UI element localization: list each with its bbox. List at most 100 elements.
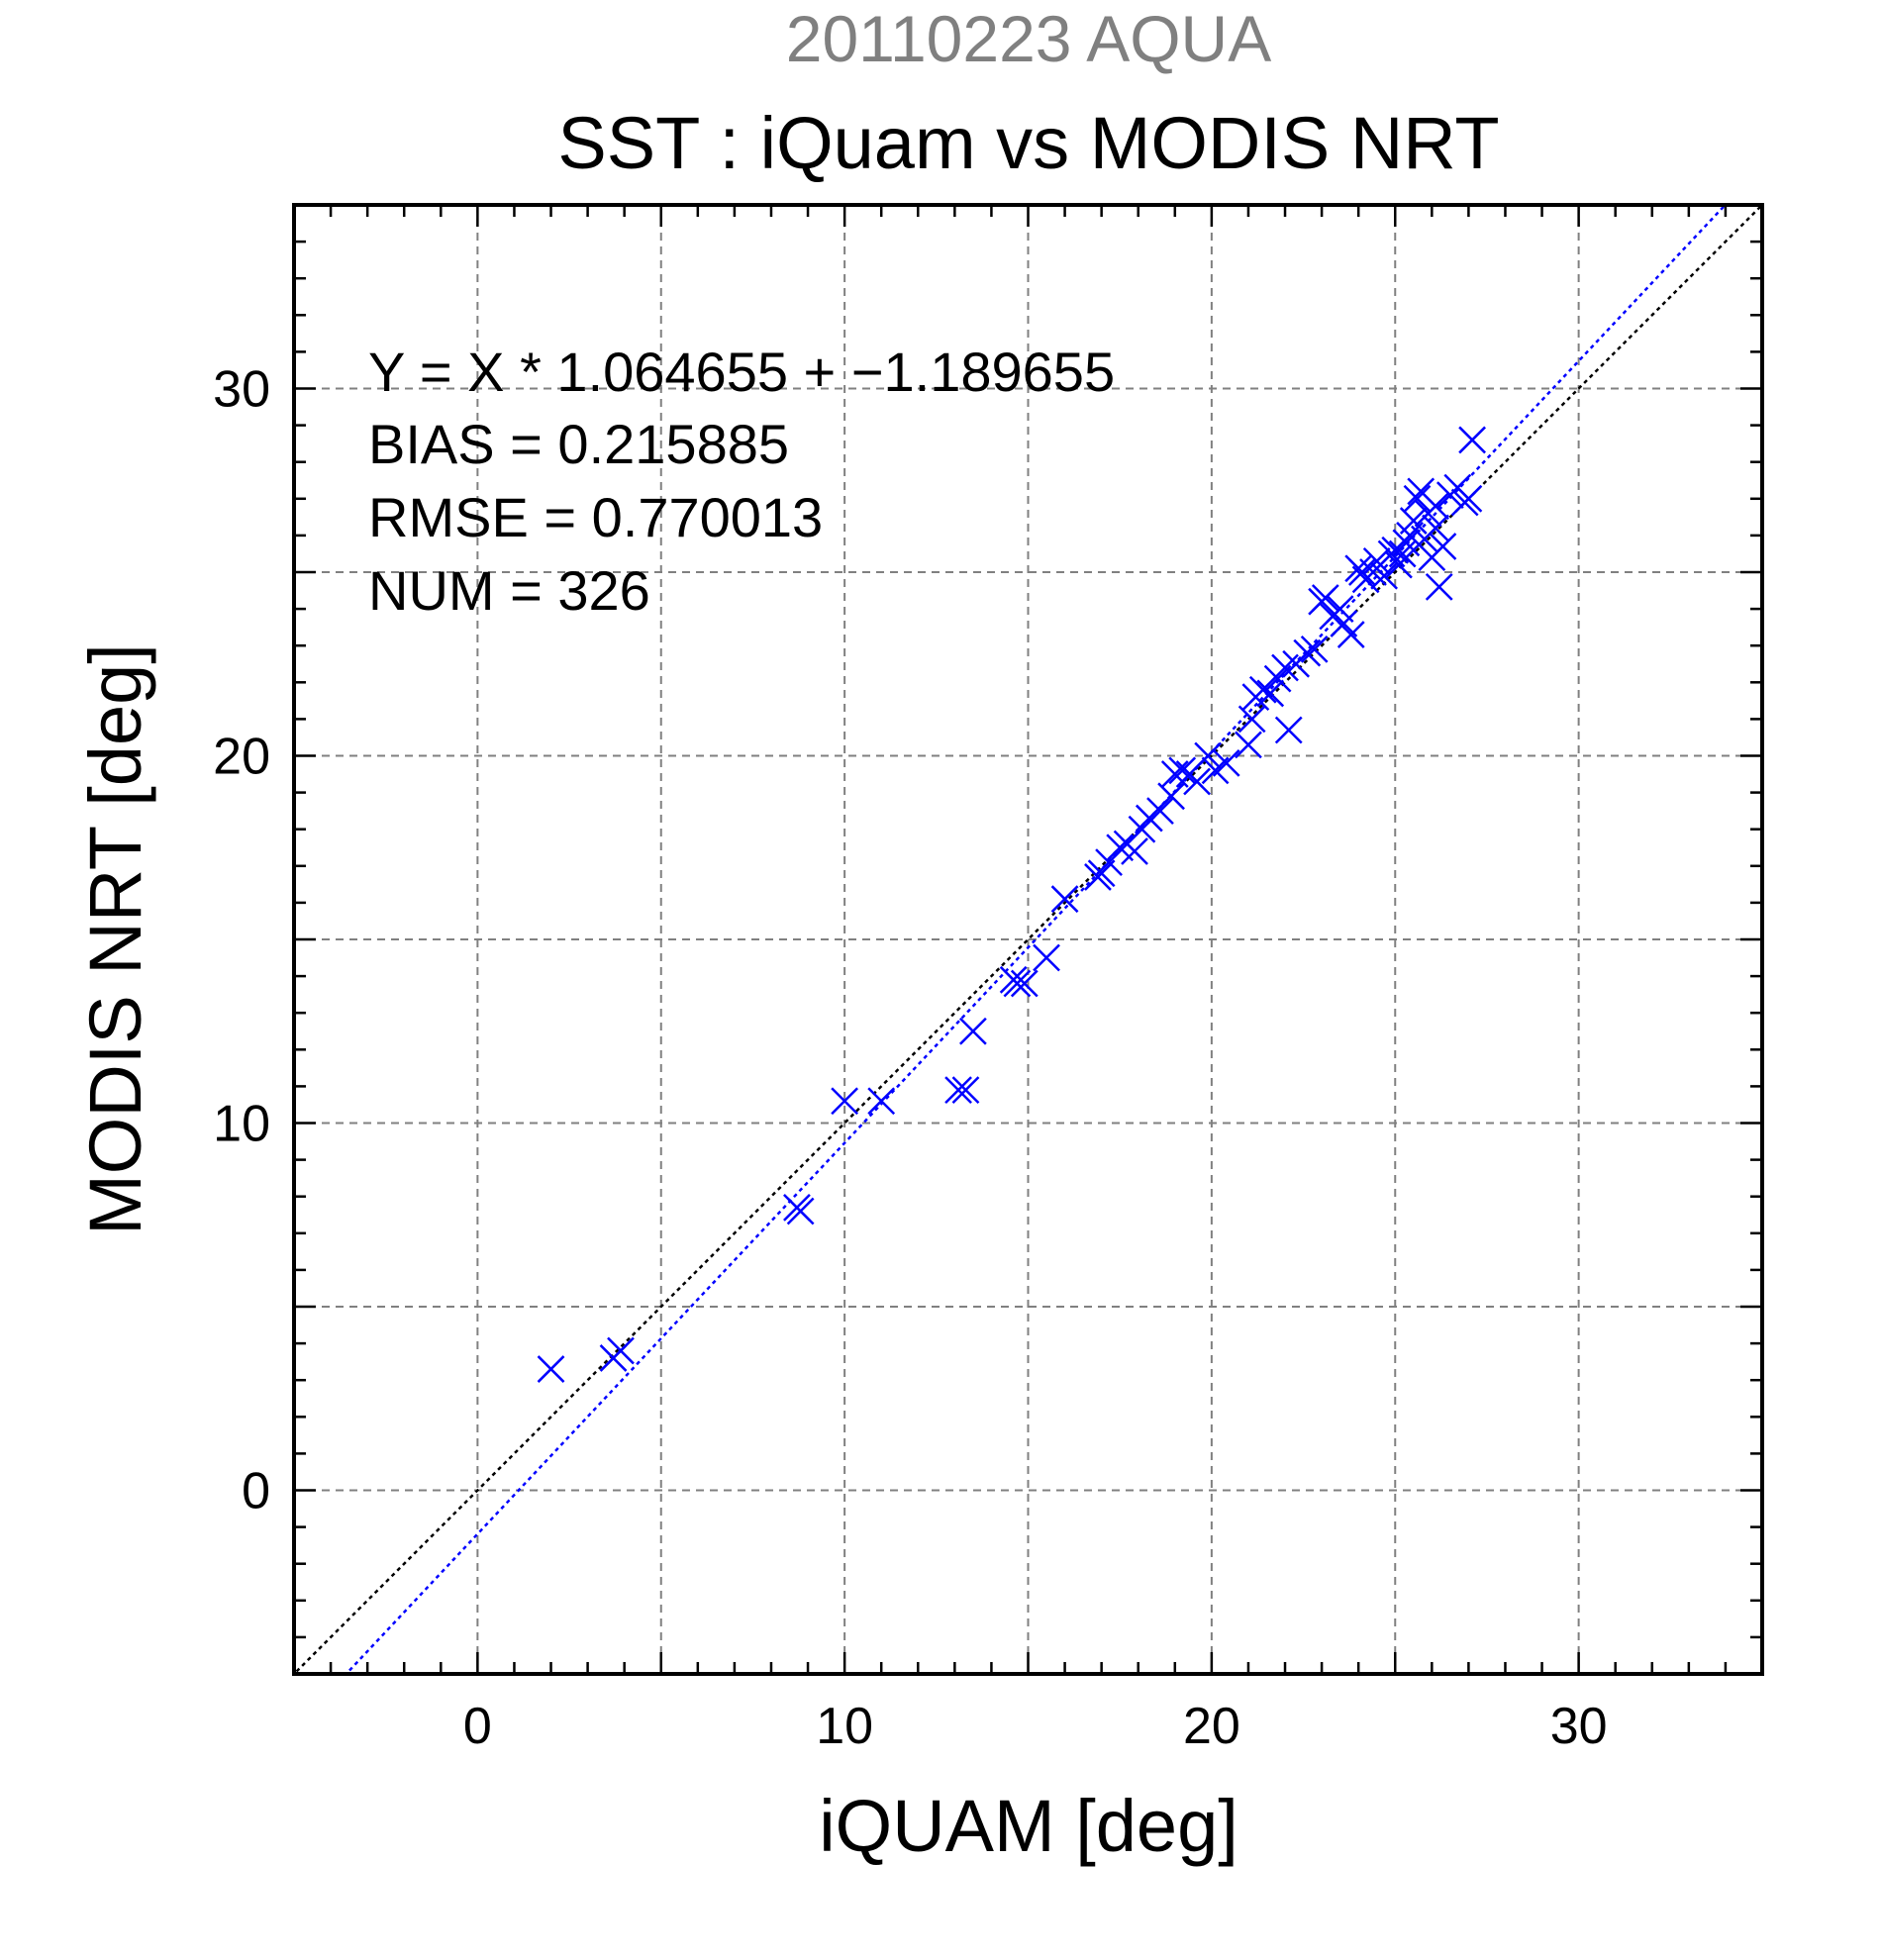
marker-stroke	[1003, 969, 1032, 998]
marker-stroke	[1300, 636, 1329, 663]
marker-stroke	[1235, 731, 1262, 759]
data-point	[959, 1017, 987, 1045]
marker-stroke	[1050, 885, 1079, 914]
marker-stroke	[944, 1076, 972, 1104]
marker-stroke	[1399, 507, 1428, 535]
x-tick-label: 0	[463, 1698, 492, 1755]
marker-stroke	[1388, 539, 1417, 568]
marker-stroke	[1293, 638, 1322, 667]
x-tick-label: 20	[1183, 1698, 1240, 1755]
marker-stroke	[1256, 679, 1285, 708]
data-point	[1429, 533, 1457, 560]
chart-subtitle: SST : iQuam vs MODIS NRT	[557, 102, 1499, 184]
data-point	[1248, 675, 1277, 704]
data-point	[1422, 514, 1449, 542]
data-point	[537, 1355, 565, 1383]
marker-stroke	[1422, 514, 1449, 542]
marker-stroke	[1407, 477, 1436, 506]
marker-stroke	[1146, 797, 1174, 826]
data-point	[1235, 731, 1262, 759]
marker-stroke	[1385, 550, 1413, 579]
marker-stroke	[1422, 492, 1449, 521]
marker-stroke	[1403, 484, 1432, 513]
data-point	[831, 1087, 859, 1116]
marker-stroke	[1347, 558, 1376, 586]
chart-title: 20110223 AQUA	[786, 2, 1272, 75]
stats-fit-equation: Y = X * 1.064655 + −1.189655	[368, 341, 1115, 403]
marker-stroke	[1248, 675, 1277, 704]
data-point	[1033, 943, 1060, 972]
x-axis-label: iQUAM [deg]	[819, 1785, 1238, 1867]
grid-lines	[294, 205, 1762, 1674]
marker-stroke	[1336, 621, 1365, 648]
data-point	[1336, 621, 1365, 648]
fit-line	[344, 205, 1728, 1674]
data-point	[1050, 885, 1079, 914]
marker-stroke	[1454, 484, 1483, 513]
data-point	[1168, 756, 1197, 785]
data-point	[1300, 636, 1329, 663]
marker-stroke	[1010, 969, 1039, 998]
data-point	[1422, 492, 1449, 521]
stats-num: NUM = 326	[368, 559, 650, 622]
y-tick-label: 30	[213, 361, 270, 419]
marker-stroke	[1033, 943, 1060, 972]
marker-stroke	[1106, 833, 1135, 862]
data-point	[1183, 767, 1211, 796]
data-point	[1212, 749, 1240, 777]
y-tick-label: 0	[242, 1463, 270, 1520]
marker-stroke	[1238, 705, 1266, 734]
data-point	[1194, 741, 1223, 770]
data-point	[1425, 572, 1453, 601]
data-point	[1271, 653, 1299, 682]
marker-stroke	[786, 1197, 815, 1225]
marker-stroke	[1311, 584, 1339, 612]
marker-stroke	[1271, 653, 1299, 682]
data-point	[1458, 426, 1486, 454]
data-point	[1256, 679, 1285, 708]
data-point	[944, 1076, 972, 1104]
data-point	[1146, 797, 1174, 826]
tick-labels: 0 10 20 30 0 10 20 30	[213, 361, 1607, 1756]
data-point	[1121, 837, 1148, 865]
x-tick-label: 10	[816, 1698, 873, 1755]
data-point	[1003, 969, 1032, 998]
marker-stroke	[1330, 610, 1358, 637]
data-point	[1388, 539, 1417, 568]
marker-stroke	[1160, 760, 1189, 788]
data-point	[1403, 484, 1432, 513]
identity-line	[294, 205, 1762, 1674]
y-tick-label: 20	[213, 729, 270, 786]
marker-stroke	[537, 1355, 565, 1383]
marker-stroke	[1326, 595, 1354, 623]
marker-stroke	[1458, 426, 1486, 454]
data-point	[1274, 716, 1303, 744]
x-tick-label: 30	[1550, 1698, 1608, 1755]
data-point	[1293, 638, 1322, 667]
data-point	[1392, 529, 1421, 557]
marker-stroke	[1121, 837, 1148, 865]
marker-stroke	[959, 1017, 987, 1045]
data-point	[1385, 550, 1413, 579]
data-points	[537, 426, 1486, 1383]
marker-stroke	[867, 1087, 896, 1116]
data-point	[867, 1087, 896, 1116]
marker-stroke	[1157, 782, 1185, 811]
data-point	[951, 1076, 980, 1104]
data-point	[1347, 558, 1376, 586]
marker-stroke	[1425, 572, 1453, 601]
marker-stroke	[1212, 749, 1240, 777]
data-point	[1160, 760, 1189, 788]
stats-rmse: RMSE = 0.770013	[368, 486, 823, 548]
data-point	[1454, 484, 1483, 513]
marker-stroke	[1168, 756, 1197, 785]
data-point	[1010, 969, 1039, 998]
stats-bias: BIAS = 0.215885	[368, 413, 789, 475]
reference-lines	[294, 205, 1762, 1674]
marker-stroke	[1429, 533, 1457, 560]
marker-stroke	[1274, 716, 1303, 744]
y-tick-label: 10	[213, 1096, 270, 1153]
data-point	[1311, 584, 1339, 612]
